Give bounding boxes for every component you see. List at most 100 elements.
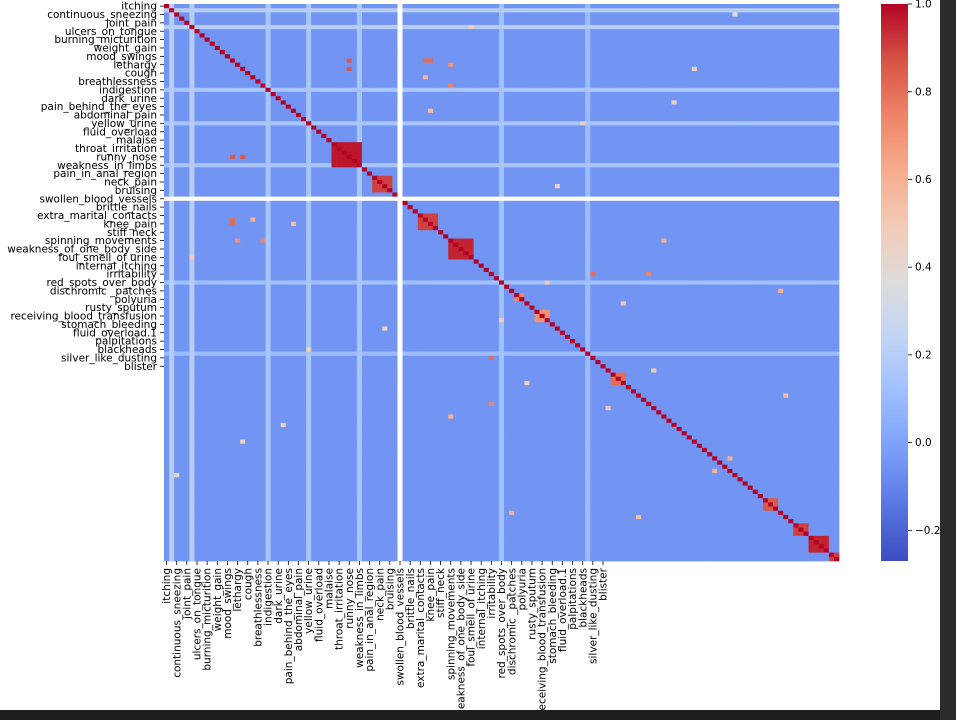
heatmap-cell (590, 24, 596, 30)
heatmap-cell (306, 83, 312, 89)
heatmap-cell (219, 45, 226, 51)
heatmap-cell (295, 91, 302, 97)
heatmap-cell (620, 117, 627, 122)
heatmap-cell (397, 41, 403, 47)
heatmap-cell (666, 117, 672, 122)
heatmap-cell (443, 146, 449, 151)
heatmap-cell (493, 87, 500, 93)
heatmap-cell (732, 24, 738, 30)
heatmap-cell (240, 41, 246, 47)
heatmap-cell (351, 45, 358, 51)
heatmap-cell (311, 37, 317, 43)
heatmap-cell (422, 62, 429, 68)
heatmap-cell (458, 150, 464, 156)
heatmap-cell (179, 20, 185, 26)
heatmap-cell (666, 29, 672, 34)
heatmap-cell (341, 100, 348, 105)
heatmap-cell (762, 33, 769, 38)
heatmap-cell (737, 54, 743, 59)
heatmap-cell (488, 33, 495, 38)
heatmap-cell (641, 83, 647, 89)
heatmap-cell (732, 58, 738, 63)
heatmap-cell (727, 50, 733, 55)
heatmap-cell (519, 117, 525, 122)
heatmap-cell (773, 138, 779, 143)
heatmap-cell (524, 79, 530, 84)
heatmap-cell (321, 91, 327, 97)
heatmap-cell (179, 87, 185, 93)
heatmap-cell (509, 24, 515, 30)
heatmap-cell (346, 112, 353, 118)
heatmap-cell (463, 75, 469, 80)
heatmap-cell (691, 4, 698, 9)
heatmap-cell (752, 129, 759, 135)
heatmap-cell (422, 12, 429, 17)
heatmap-cell (696, 150, 703, 156)
heatmap-cell (265, 83, 271, 89)
heatmap-cell (382, 29, 388, 34)
heatmap-cell (544, 154, 551, 160)
heatmap-cell (265, 146, 271, 151)
heatmap-cell (808, 12, 814, 17)
heatmap-cell (493, 62, 500, 68)
heatmap-cell (585, 45, 591, 51)
heatmap-cell (387, 117, 393, 122)
heatmap-cell (260, 45, 266, 51)
heatmap-cell (316, 83, 322, 89)
heatmap-cell (686, 100, 693, 105)
heatmap-cell (407, 104, 414, 110)
heatmap-cell (651, 12, 657, 17)
heatmap-cell (539, 24, 545, 30)
heatmap-cell (260, 16, 266, 22)
heatmap-cell (417, 146, 424, 151)
heatmap-cell (590, 112, 596, 118)
heatmap-cell (727, 79, 733, 84)
heatmap-cell (691, 16, 698, 22)
heatmap-cell (813, 83, 820, 89)
heatmap-cell (666, 66, 672, 72)
heatmap-cell (280, 45, 287, 51)
heatmap-cell (549, 66, 556, 72)
heatmap-cell (174, 24, 180, 30)
heatmap-cell (280, 104, 287, 110)
heatmap-cell (737, 133, 743, 139)
heatmap-cell (336, 62, 342, 68)
heatmap-cell (524, 96, 530, 101)
heatmap-cell (732, 50, 738, 55)
heatmap-cell (468, 117, 474, 122)
heatmap-cell (509, 33, 515, 38)
heatmap-cell (240, 62, 246, 68)
heatmap-cell (808, 4, 814, 9)
heatmap-cell (377, 33, 383, 38)
heatmap-cell (559, 58, 566, 63)
heatmap-cell (676, 129, 683, 135)
heatmap-cell (255, 33, 261, 38)
heatmap-cell (504, 125, 510, 130)
heatmap-cell (707, 91, 713, 97)
heatmap-cell (301, 83, 307, 89)
heatmap-cell (372, 79, 378, 84)
heatmap-cell (250, 100, 256, 105)
heatmap-cell (641, 20, 647, 26)
heatmap-cell (194, 158, 200, 164)
heatmap-cell (630, 154, 637, 160)
heatmap-cell (666, 37, 672, 43)
heatmap-cell (189, 108, 195, 114)
heatmap-cell (306, 20, 312, 26)
heatmap-cell (554, 16, 561, 22)
heatmap-cell (290, 58, 297, 63)
heatmap-cell (478, 96, 485, 101)
heatmap-cell (483, 8, 490, 13)
heatmap-cell (778, 112, 784, 118)
heatmap-cell (509, 71, 515, 76)
heatmap-cell (529, 37, 535, 43)
heatmap-cell (524, 125, 530, 130)
heatmap-cell (585, 62, 591, 68)
heatmap-cell (367, 66, 373, 72)
heatmap-cell (793, 154, 799, 160)
heatmap-cell (270, 62, 277, 68)
heatmap-cell (204, 121, 211, 126)
heatmap-cell (169, 91, 175, 97)
heatmap-cell (473, 87, 480, 93)
heatmap-cell (422, 24, 429, 30)
